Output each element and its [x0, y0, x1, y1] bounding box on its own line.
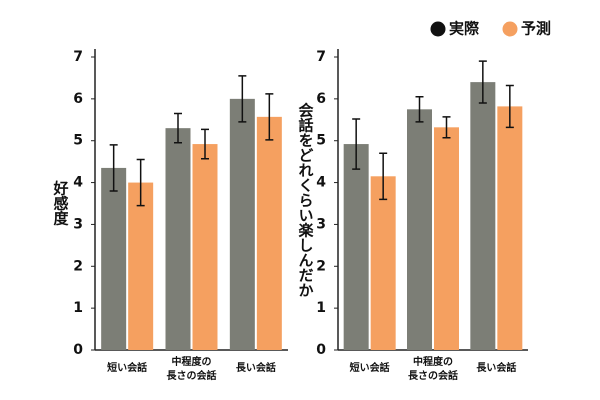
y-axis-label: 会話をどれくらい楽しんだか	[297, 102, 315, 298]
legend-marker	[430, 21, 446, 37]
bar	[256, 116, 282, 350]
error-bar	[109, 144, 118, 192]
y-tick-label: 1	[316, 300, 326, 316]
bar	[407, 109, 432, 350]
y-tick-label: 2	[73, 258, 83, 274]
y-tick-label: 7	[73, 49, 83, 65]
y-tick-label: 4	[316, 175, 326, 191]
error-bar	[174, 112, 182, 144]
error-bar	[478, 60, 487, 104]
error-bar	[201, 128, 209, 160]
y-tick-label: 4	[73, 175, 83, 191]
y-tick-label: 0	[316, 342, 326, 358]
y-tick-label: 2	[316, 258, 326, 274]
bar	[434, 127, 459, 350]
y-tick-label: 1	[73, 300, 83, 316]
x-tick-label: 中程度の長さの会話	[408, 355, 458, 382]
bar	[192, 144, 218, 350]
bar	[370, 176, 396, 350]
bar	[101, 167, 127, 350]
y-tick-label: 6	[316, 91, 326, 107]
error-bar	[265, 93, 274, 141]
y-tick-label: 7	[316, 49, 326, 65]
bar	[343, 144, 369, 350]
legend-label: 実際	[449, 20, 480, 38]
x-tick-label: 長い会話	[236, 361, 276, 374]
y-tick-label: 3	[316, 216, 326, 232]
error-bar	[379, 152, 388, 201]
y-tick-label: 5	[316, 133, 326, 149]
bar	[229, 98, 255, 350]
bar	[165, 128, 191, 350]
legend-marker	[502, 21, 518, 37]
x-tick-label: 短い会話	[350, 361, 390, 374]
bar	[497, 106, 523, 351]
bar	[470, 82, 496, 350]
x-tick-label: 長い会話	[476, 361, 516, 374]
error-bar	[238, 75, 247, 123]
error-bar	[505, 84, 514, 129]
y-axis-label: 好感度	[52, 180, 70, 227]
y-tick-label: 0	[73, 342, 83, 358]
y-tick-label: 5	[73, 133, 83, 149]
error-bar	[415, 96, 424, 123]
bar	[128, 182, 154, 350]
x-tick-label: 中程度の長さの会話	[167, 355, 217, 382]
legend-label: 予測	[521, 20, 551, 38]
error-bar	[136, 158, 145, 207]
x-tick-label: 短い会話	[107, 361, 147, 374]
y-tick-label: 3	[73, 216, 83, 232]
y-tick-label: 6	[73, 91, 83, 107]
error-bar	[352, 118, 361, 170]
error-bar	[442, 116, 451, 139]
